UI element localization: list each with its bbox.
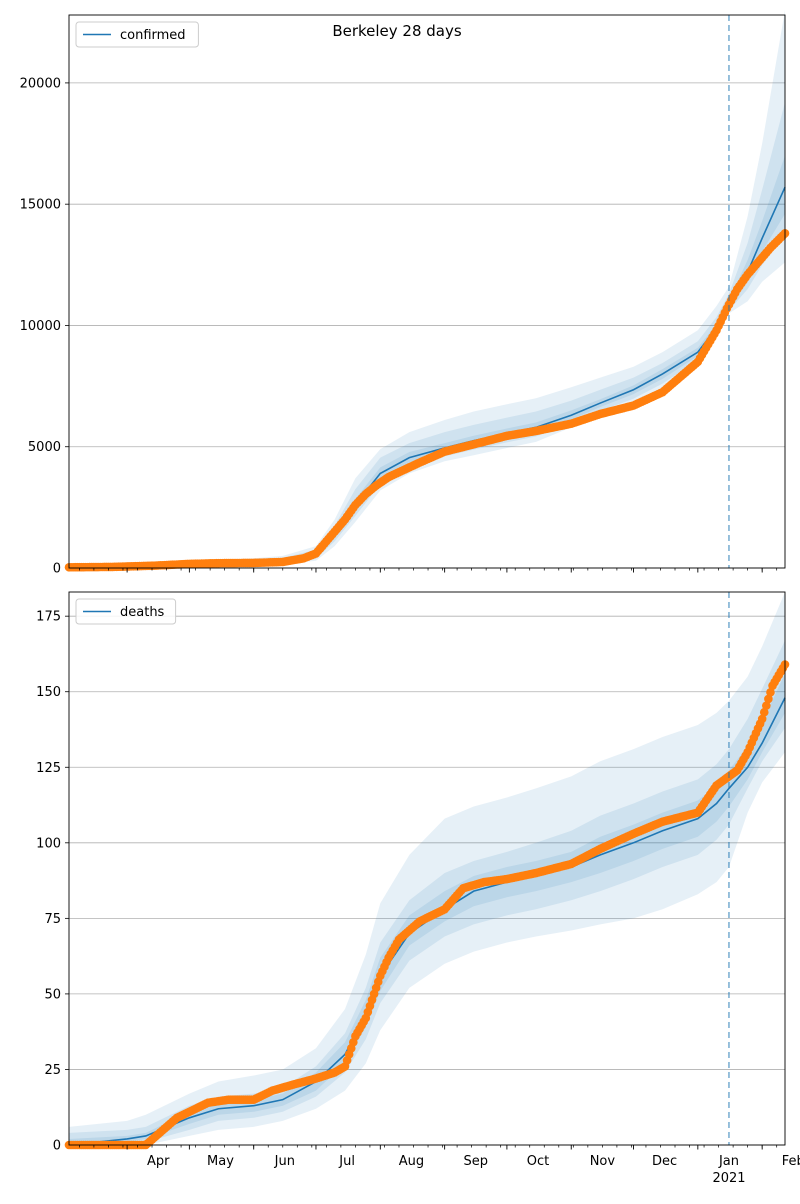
observed-point <box>766 688 775 697</box>
uncertainty-band <box>69 155 785 568</box>
y-tick-label: 0 <box>53 562 61 577</box>
x-month-label: Jan <box>718 1154 739 1169</box>
y-tick-label: 25 <box>44 1063 61 1078</box>
uncertainty-band <box>69 640 785 1145</box>
uncertainty-band <box>69 673 785 1145</box>
y-tick-label: 15000 <box>20 198 61 213</box>
x-month-label: Dec <box>652 1154 677 1169</box>
axes-frame <box>68 14 786 569</box>
observed-points <box>64 228 790 572</box>
y-tick-label: 100 <box>36 836 61 851</box>
legend-label: deaths <box>120 605 165 620</box>
legend-label: confirmed <box>120 28 186 43</box>
y-tick-label: 175 <box>36 610 61 625</box>
axes-frame <box>68 591 786 1146</box>
legend: confirmed <box>75 21 199 48</box>
x-month-label: Nov <box>590 1154 616 1169</box>
y-tick-label: 125 <box>36 761 61 776</box>
figure-title: Berkeley 28 days <box>332 22 462 40</box>
x-month-label: Jun <box>274 1154 295 1169</box>
x-month-label: Sep <box>464 1154 489 1169</box>
legend-box <box>75 598 177 625</box>
y-tick-label: 75 <box>44 912 61 927</box>
y-tick-label: 5000 <box>28 440 61 455</box>
observed-point <box>759 707 769 717</box>
x-year-label: 2021 <box>712 1171 745 1186</box>
observed-points <box>64 660 790 1150</box>
uncertainty-band <box>69 102 785 568</box>
y-tick-label: 50 <box>44 987 61 1002</box>
y-tick-label: 10000 <box>20 319 61 334</box>
x-month-label: Feb <box>782 1154 800 1169</box>
y-tick-label: 150 <box>36 685 61 700</box>
legend-box <box>75 21 199 48</box>
model-median-line <box>68 697 786 1146</box>
uncertainty-band <box>69 10 785 568</box>
uncertainty-band <box>69 592 785 1145</box>
x-month-label: Jul <box>338 1154 355 1169</box>
y-tick-label: 0 <box>53 1139 61 1154</box>
x-month-label: Oct <box>527 1154 549 1169</box>
observed-point <box>764 694 773 704</box>
x-month-label: Aug <box>399 1154 424 1169</box>
observed-point <box>757 714 767 724</box>
y-tick-label: 20000 <box>20 76 61 91</box>
confirmed-panel: 0 5000 10000 15000 20000 confirmed <box>20 10 790 577</box>
x-month-label: Apr <box>147 1154 170 1169</box>
observed-point <box>762 701 771 710</box>
deaths-panel: 0 25 50 75 100 125 150 175 Apr May Jun Jul Aug Sep Oct… <box>36 591 800 1186</box>
legend: deaths <box>75 598 177 625</box>
x-month-label: May <box>207 1154 234 1169</box>
